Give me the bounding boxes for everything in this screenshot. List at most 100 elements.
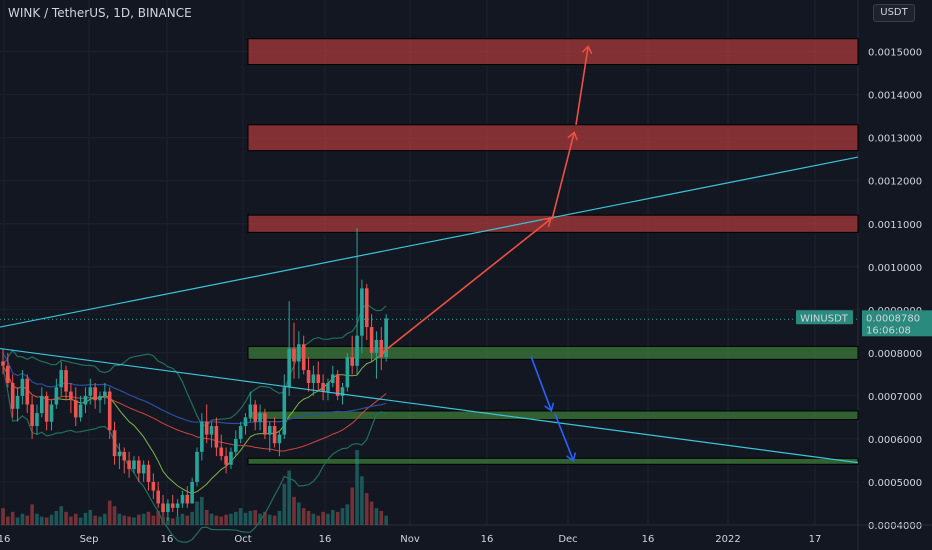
volume-bar: [59, 506, 63, 525]
candle-body: [25, 378, 30, 405]
x-tick-label: 17: [809, 534, 822, 545]
candle-body: [141, 464, 146, 474]
y-tick-label: 0.0005000: [868, 478, 922, 489]
volume-bar: [6, 516, 10, 525]
volume-bar: [15, 517, 20, 525]
volume-bar: [282, 483, 287, 525]
volume-bar: [132, 517, 136, 525]
volume-bar: [122, 515, 127, 525]
volume-bar: [214, 515, 219, 525]
candle-body: [224, 456, 228, 465]
volume-bar: [180, 513, 185, 525]
y-tick-label: 0.0015000: [868, 48, 922, 59]
volume-bar: [20, 513, 25, 525]
ema-red-line: [2, 365, 387, 452]
candle-body: [267, 426, 272, 435]
candle-body: [272, 426, 277, 444]
volume-bar: [64, 511, 68, 525]
volume-bar: [287, 470, 291, 525]
volume-bar: [350, 487, 354, 525]
lower-trendline: [0, 347, 859, 464]
candle-body: [166, 503, 170, 513]
candle-body: [161, 503, 165, 513]
candle-body: [156, 490, 160, 504]
volume-bar: [258, 513, 262, 525]
volume-bar: [360, 476, 364, 525]
x-tick-label: 16: [642, 534, 655, 545]
y-tick-label: 0.0011000: [868, 220, 922, 231]
volume-bar: [379, 510, 384, 525]
volume-bar: [40, 516, 44, 525]
candle-body: [374, 339, 379, 353]
candle-body: [263, 413, 267, 435]
y-tick-label: 0.0004000: [868, 521, 922, 532]
target-arrow-2: [551, 133, 574, 220]
resistance-zone: [247, 124, 859, 152]
candle-body: [292, 348, 296, 362]
volume-bar: [73, 513, 78, 525]
candle-body: [10, 382, 15, 409]
down-arrow-1: [530, 356, 551, 409]
y-tick-label: 0.0006000: [868, 435, 922, 446]
volume-bar: [166, 517, 170, 525]
candle-body: [49, 404, 54, 422]
volume-bar: [141, 513, 146, 525]
candle-body: [59, 370, 63, 388]
candle-body: [15, 395, 20, 409]
candle-body: [248, 404, 253, 418]
volume-bar: [248, 510, 253, 525]
candle-body: [209, 426, 214, 435]
support-zone: [247, 457, 859, 465]
candle-body: [219, 447, 224, 457]
candle-body: [364, 288, 369, 328]
candle-body: [117, 451, 122, 457]
volume-bar: [204, 510, 209, 525]
candle-body: [88, 387, 93, 396]
symbol-tag-text: WINUSDT: [800, 313, 849, 324]
resistance-zone: [247, 38, 859, 66]
support-zone: [247, 345, 859, 360]
volume-bar: [93, 515, 97, 525]
x-tick-label: Nov: [400, 534, 420, 545]
volume-bar: [137, 514, 141, 525]
candle-body: [175, 503, 180, 508]
x-tick-label: 2022: [715, 534, 740, 545]
volume-bar: [253, 510, 257, 525]
volume-bar: [98, 516, 102, 525]
volume-bar: [335, 511, 340, 525]
candle-body: [297, 344, 301, 362]
volume-bar: [78, 517, 83, 525]
candle-body: [83, 395, 88, 405]
volume-bar: [49, 514, 54, 525]
volume-bar: [175, 516, 180, 525]
candle-body: [345, 357, 350, 388]
volume-bar: [69, 516, 73, 525]
candle-body: [127, 460, 131, 470]
candle-body: [170, 503, 175, 508]
candle-body: [107, 391, 112, 431]
price-tag-countdown: 16:06:08: [866, 325, 911, 336]
candle-body: [93, 387, 97, 401]
volume-bar: [83, 512, 88, 525]
volume-bar: [117, 513, 122, 525]
volume-bar: [374, 508, 379, 525]
y-tick-label: 0.0014000: [868, 91, 922, 102]
candle-body: [369, 327, 374, 353]
bollinger-upper: [2, 303, 387, 427]
volume-bar: [243, 512, 248, 525]
volume-bar: [292, 496, 296, 525]
candle-body: [214, 426, 219, 448]
volume-bar: [384, 515, 388, 525]
upper-trendline: [0, 156, 859, 328]
currency-button[interactable]: USDT: [873, 4, 915, 22]
bollinger-lower: [2, 365, 387, 543]
x-tick-label: Dec: [558, 534, 577, 545]
volume-bar: [25, 515, 30, 525]
candle-body: [146, 464, 151, 482]
candle-body: [200, 421, 204, 452]
volume-bar: [209, 513, 214, 525]
x-tick-label: 16: [481, 534, 494, 545]
price-tag-bg: [862, 310, 932, 337]
candle-body: [326, 382, 330, 392]
